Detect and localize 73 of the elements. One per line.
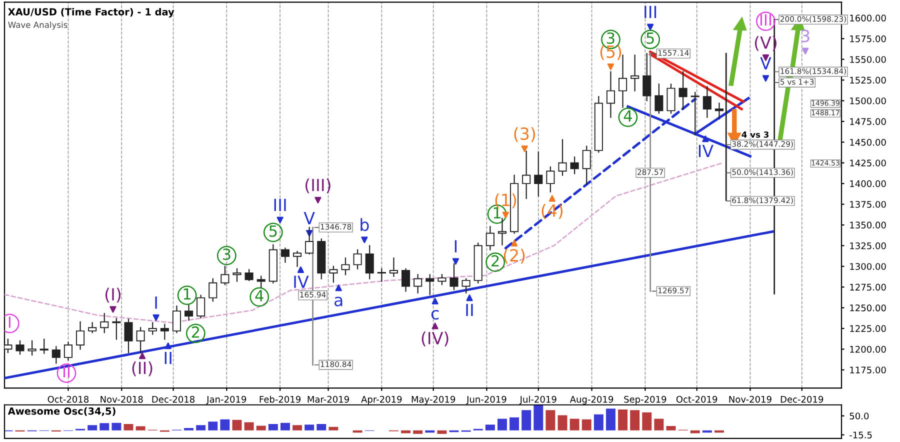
- series-label: 1: [494, 207, 501, 218]
- x-tick-label: Oct-2018: [48, 396, 89, 403]
- series-label: I: [454, 240, 457, 252]
- y-tick-label: 1250.00: [850, 304, 886, 312]
- y-tick-label: 1375.00: [850, 200, 886, 208]
- y-tick-label: 1425.00: [850, 160, 886, 166]
- text: Wave Analysis: [8, 22, 68, 30]
- series-label: IV: [294, 276, 309, 288]
- y-tick-label: 50.0: [850, 412, 869, 420]
- series-label: IV: [698, 144, 714, 158]
- x-tick-label: Jan-2019: [206, 396, 246, 404]
- x-tick-label: Sep-2019: [624, 396, 666, 404]
- y-tick-label: 1475.00: [850, 118, 886, 126]
- y-tick-label: -15.5: [850, 432, 872, 438]
- series-label: c: [431, 310, 439, 320]
- x-tick-label: Nov-2019: [729, 396, 772, 403]
- series-label: (2): [504, 248, 525, 264]
- x-tick-label: Aug-2019: [570, 396, 614, 404]
- y-tick-label: 1275.00: [850, 284, 886, 291]
- y-tick-label: 1325.00: [850, 242, 886, 250]
- series-label: III: [760, 14, 771, 26]
- series-label: 3: [607, 32, 614, 44]
- series-label: 4: [624, 110, 632, 122]
- series-label: I: [8, 316, 10, 328]
- y-tick-label: 1550.00: [850, 56, 886, 63]
- series-label: 4: [255, 290, 264, 302]
- x-tick-label: Mar-2019: [308, 396, 349, 403]
- series-label: (5): [600, 45, 622, 60]
- y-tick-label: 1575.00: [850, 35, 886, 42]
- x-tick-label: Dec-2018: [152, 396, 195, 403]
- y-tick-label: 1200.00: [850, 346, 886, 353]
- series-label: III: [274, 198, 286, 211]
- series-label: V: [760, 57, 772, 70]
- text: XAU/USD (Time Factor) - 1 day: [8, 8, 174, 18]
- series-label: (3): [514, 127, 535, 142]
- series-label: (II): [132, 361, 152, 376]
- y-tick-label: 1525.00: [850, 76, 886, 84]
- y-tick-label: 1400.00: [850, 180, 886, 188]
- series-label: b: [360, 218, 369, 232]
- y-tick-label: 1175.00: [850, 366, 886, 374]
- series-label: 3: [222, 248, 230, 260]
- series-label: II: [164, 352, 172, 364]
- y-tick-label: 1225.00: [850, 325, 886, 332]
- x-tick-label: Dec-2019: [780, 396, 824, 403]
- series-label: I: [155, 296, 157, 309]
- y-tick-label: 1600.00: [850, 14, 886, 22]
- series-label: (I): [105, 288, 121, 303]
- series-label: 3: [801, 30, 810, 42]
- x-tick-label: May-2019: [412, 396, 456, 404]
- x-tick-label: Feb-2019: [260, 396, 301, 403]
- x-tick-label: Oct-2019: [676, 396, 718, 403]
- series-label: (IV): [422, 332, 448, 346]
- annotation: 4 vs 3: [742, 131, 769, 138]
- chart-title: Awesome Osc(34,5): [8, 407, 116, 416]
- series-label: II: [466, 304, 473, 316]
- x-tick-label: Apr-2019: [361, 396, 402, 404]
- series-label: (III): [306, 178, 330, 194]
- series-label: II: [63, 366, 70, 378]
- series-label: V: [304, 212, 315, 224]
- series-label: III: [644, 6, 656, 18]
- y-tick-label: 1300.00: [850, 263, 886, 270]
- y-tick-label: 1500.00: [850, 97, 886, 104]
- y-tick-label: 1450.00: [850, 138, 886, 146]
- x-tick-label: Nov-2018: [100, 396, 143, 403]
- series-label: 5: [269, 225, 277, 237]
- y-tick-label: 1350.00: [850, 222, 886, 229]
- series-label: a: [334, 296, 342, 306]
- series-label: 5: [646, 32, 654, 44]
- series-label: 1: [184, 288, 191, 300]
- x-tick-label: Jun-2019: [466, 396, 506, 404]
- series-label: 2: [192, 326, 199, 338]
- series-label: 2: [492, 255, 499, 266]
- x-tick-label: Jul-2019: [519, 396, 556, 404]
